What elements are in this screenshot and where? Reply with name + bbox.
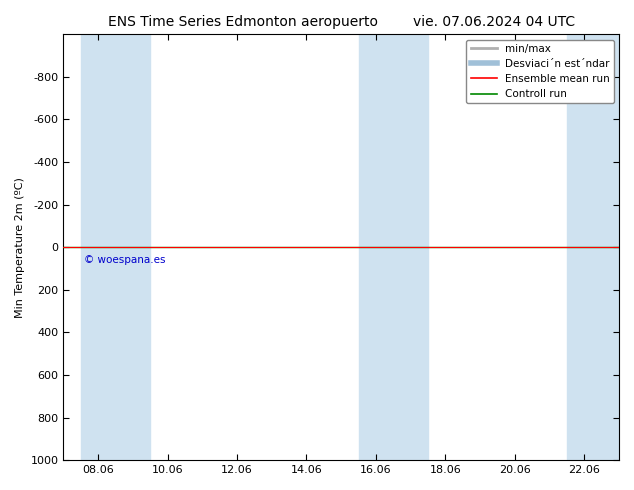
Bar bbox=[393, 34, 428, 460]
Bar bbox=[98, 34, 150, 460]
Y-axis label: Min Temperature 2m (ºC): Min Temperature 2m (ºC) bbox=[15, 177, 25, 318]
Title: ENS Time Series Edmonton aeropuerto        vie. 07.06.2024 04 UTC: ENS Time Series Edmonton aeropuerto vie.… bbox=[108, 15, 575, 29]
Legend: min/max, Desviaci´n est´ndar, Ensemble mean run, Controll run: min/max, Desviaci´n est´ndar, Ensemble m… bbox=[467, 40, 614, 103]
Bar bbox=[359, 34, 393, 460]
Bar bbox=[81, 34, 98, 460]
Text: © woespana.es: © woespana.es bbox=[84, 255, 165, 265]
Bar bbox=[567, 34, 619, 460]
